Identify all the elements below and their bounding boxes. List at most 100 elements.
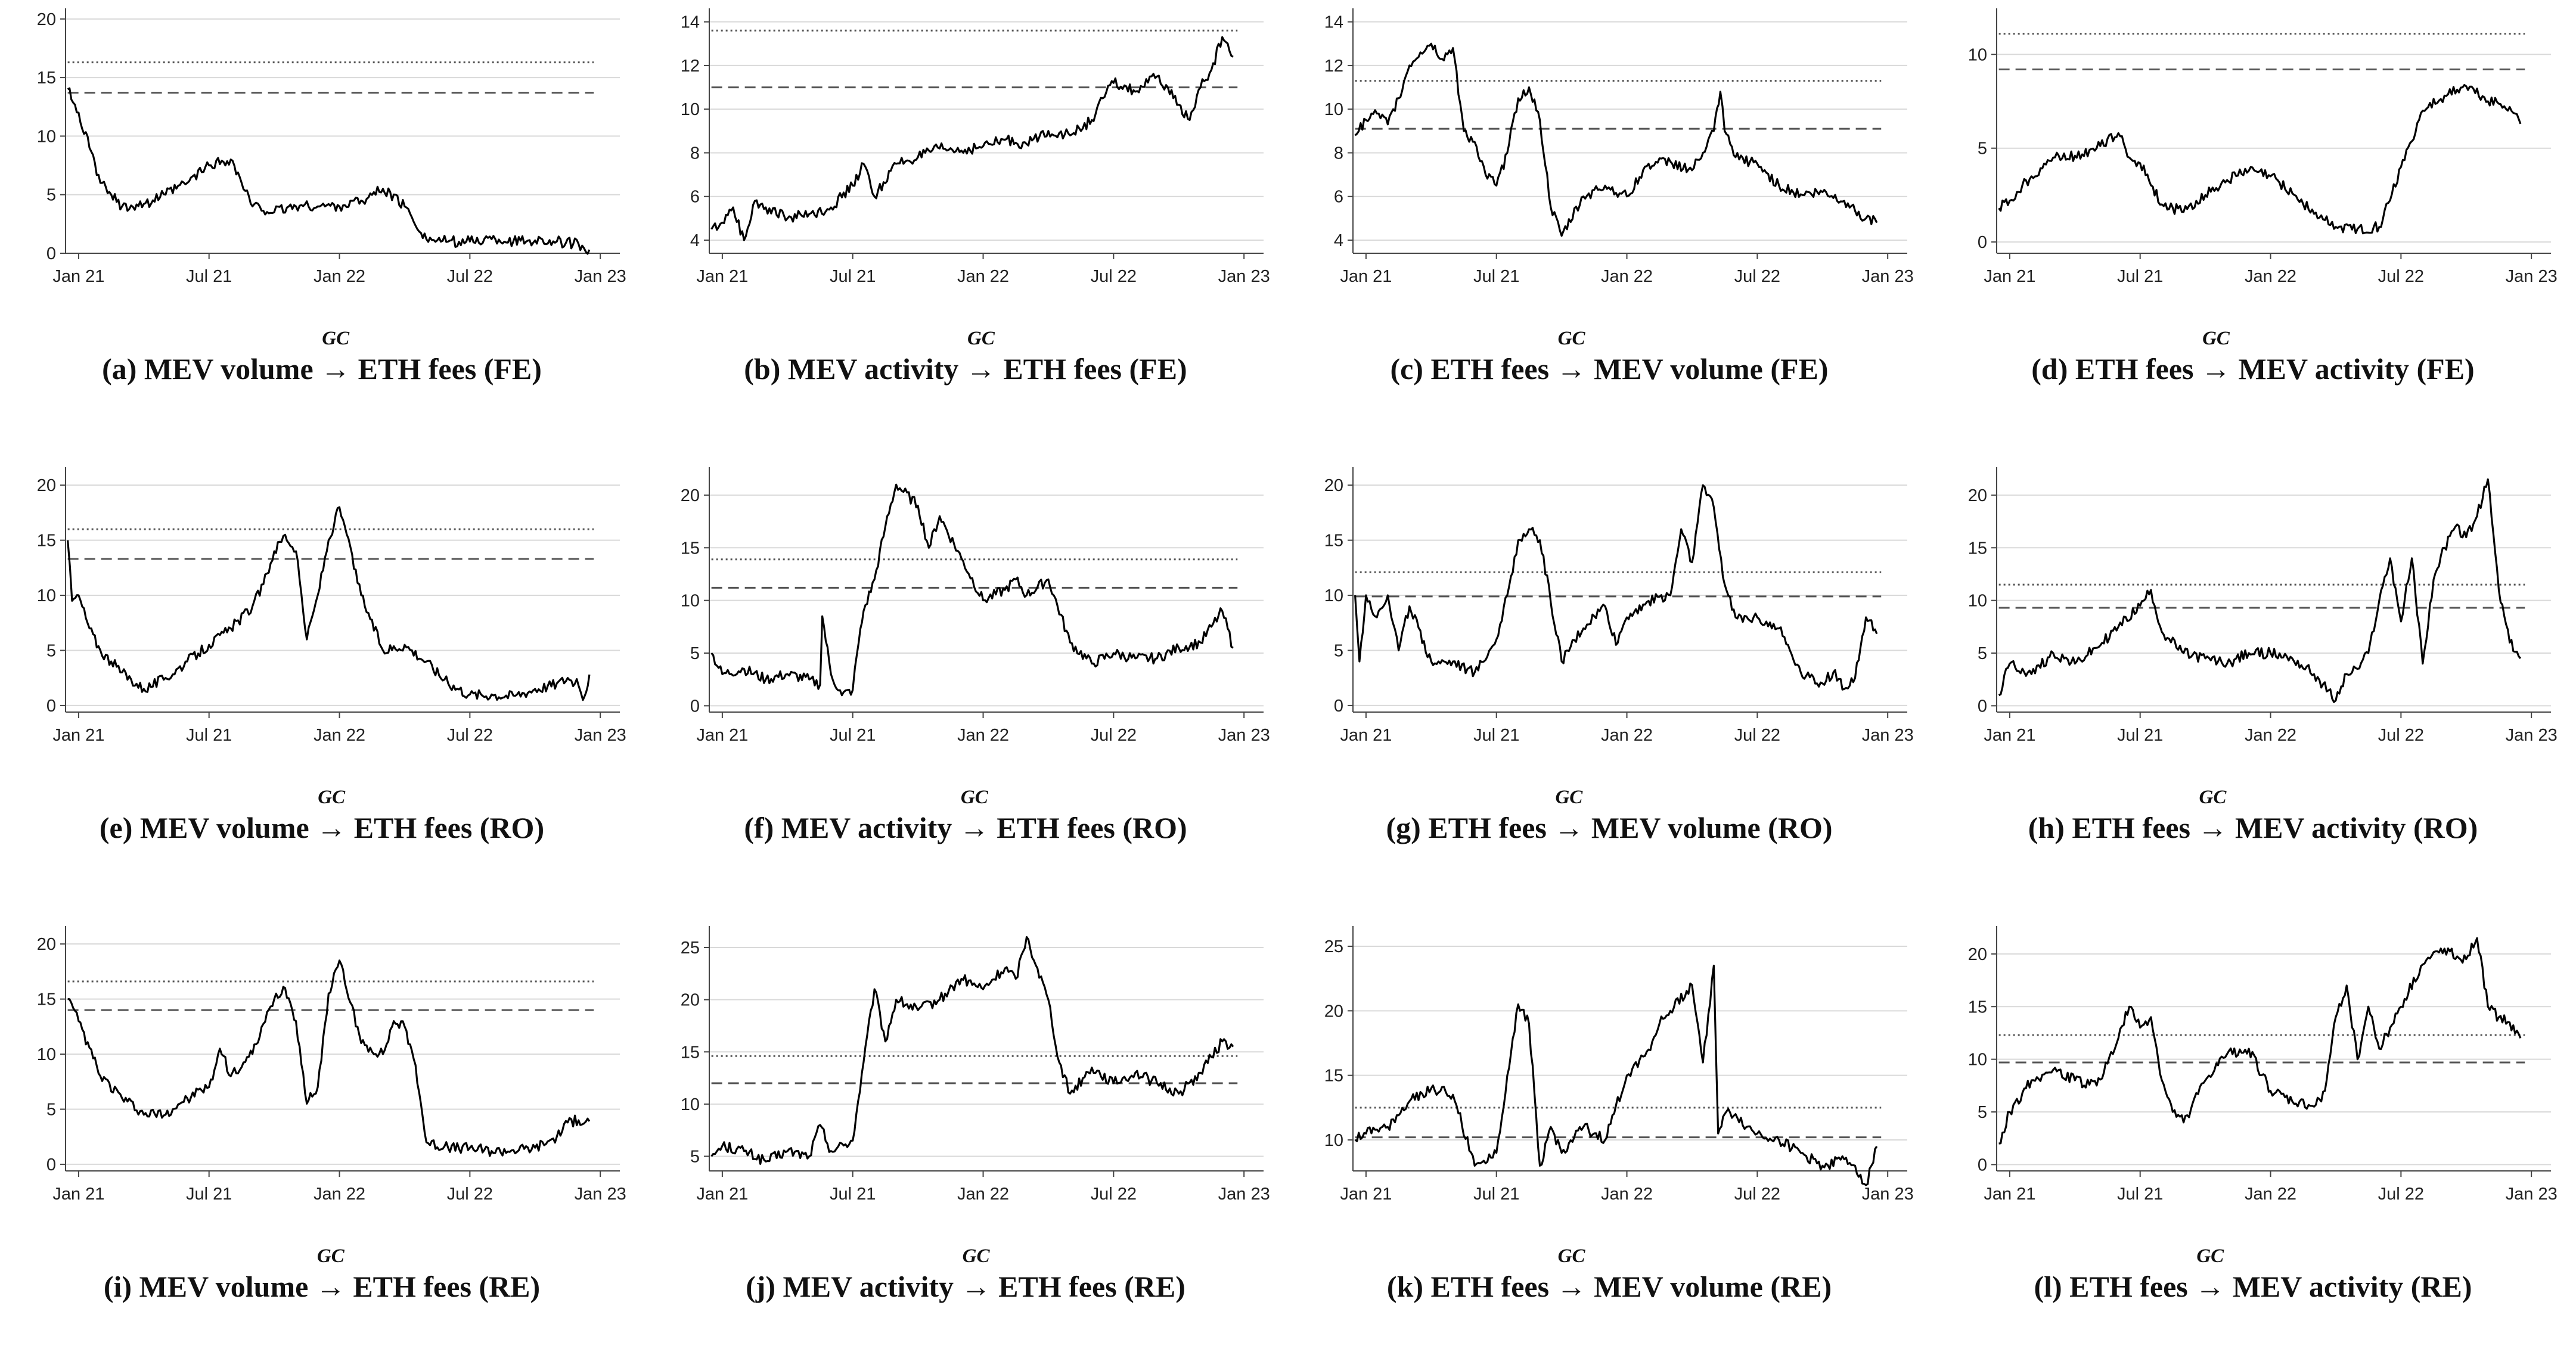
y-tick-label: 0 [1978, 697, 1987, 716]
x-tick-label: Jan 22 [1601, 726, 1653, 745]
caption-prefix: (h) ETH fees [2028, 811, 2198, 844]
panel-caption: (c) ETH fees GC → MEV volume (FE) [1287, 328, 1931, 386]
y-tick-label: 10 [681, 592, 700, 611]
panel-caption: (d) ETH fees GC → MEV activity (FE) [1931, 328, 2575, 386]
caption-suffix: ETH fees (RE) [991, 1270, 1185, 1303]
granger-causality-arrow: GC → [1557, 328, 1587, 386]
x-tick-label: Jul 22 [1091, 1185, 1137, 1204]
x-tick-label: Jan 21 [1984, 267, 2035, 286]
chart-svg-j: 5 10 15 20 25 Jan 21 Jul 21 Jan 22 Jul 22 Jan 23 [681, 926, 1270, 1204]
y-tick-label: 10 [37, 127, 56, 146]
gc-label: GC [967, 328, 995, 349]
y-tick-label: 10 [1324, 586, 1343, 605]
gc-label: GC [316, 1245, 344, 1267]
arrow-symbol: → [2201, 352, 2231, 386]
caption-suffix: MEV activity (FE) [2230, 352, 2475, 386]
panel-caption: (a) MEV volume GC → ETH fees (FE) [0, 328, 644, 386]
x-tick-label: Jan 23 [1862, 267, 1914, 286]
x-tick-label: Jul 21 [830, 267, 876, 286]
y-tick-label: 8 [1334, 144, 1343, 163]
granger-causality-arrow: GC → [316, 787, 346, 845]
arrow-symbol: → [2198, 811, 2228, 844]
series-line [67, 87, 591, 255]
arrow-symbol: → [961, 1270, 991, 1303]
series-line [710, 36, 1234, 241]
series-line [1998, 84, 2522, 235]
x-tick-label: Jan 22 [2245, 267, 2296, 286]
chart-panel-f: 0 5 10 15 20 Jan 21 Jul 21 Jan 22 Jul 22 Jan 23 (f… [644, 459, 1287, 902]
y-tick-label: 4 [690, 231, 700, 250]
x-tick-label: Jan 21 [696, 726, 748, 745]
y-tick-label: 12 [1324, 57, 1343, 76]
arrow-symbol: → [1554, 811, 1584, 844]
panel-caption: (e) MEV volume GC → ETH fees (RO) [0, 787, 644, 845]
y-tick-label: 20 [681, 486, 700, 505]
x-tick-label: Jan 22 [957, 1185, 1009, 1204]
y-tick-label: 12 [681, 57, 700, 76]
x-tick-label: Jan 21 [1340, 726, 1392, 745]
caption-suffix: ETH fees (FE) [350, 352, 542, 386]
caption-prefix: (l) ETH fees [2034, 1270, 2196, 1303]
x-tick-label: Jul 22 [2378, 1185, 2424, 1204]
x-tick-label: Jul 22 [1091, 726, 1137, 745]
gc-label: GC [1557, 1245, 1585, 1267]
y-tick-label: 20 [37, 10, 56, 29]
y-tick-label: 6 [1334, 188, 1343, 207]
x-tick-label: Jul 21 [1473, 1185, 1519, 1204]
granger-causality-arrow: GC → [966, 328, 996, 386]
gc-label: GC [2199, 787, 2227, 808]
chart-panel-l: 0 5 10 15 20 Jan 21 Jul 21 Jan 22 Jul 22 Jan 23 (l… [1931, 918, 2575, 1361]
x-tick-label: Jan 21 [696, 267, 748, 286]
x-tick-label: Jan 21 [52, 267, 104, 286]
arrow-symbol: → [315, 1270, 346, 1303]
chart-panel-g: 0 5 10 15 20 Jan 21 Jul 21 Jan 22 Jul 22 Jan 23 (g… [1287, 459, 1931, 902]
y-tick-label: 15 [1324, 1067, 1343, 1086]
chart-svg-d: 0 5 10 Jan 21 Jul 21 Jan 22 Jul 22 Jan 23 [1968, 8, 2558, 286]
chart-svg-l: 0 5 10 15 20 Jan 21 Jul 21 Jan 22 Jul 22 Jan 23 [1968, 926, 2558, 1204]
chart-panel-e: 0 5 10 15 20 Jan 21 Jul 21 Jan 22 Jul 22 Jan 23 (e… [0, 459, 644, 902]
x-tick-label: Jul 22 [1734, 1185, 1780, 1204]
panel-caption: (h) ETH fees GC → MEV activity (RO) [1931, 787, 2575, 845]
caption-prefix: (k) ETH fees [1386, 1270, 1557, 1303]
y-tick-label: 20 [37, 935, 56, 954]
panel-caption: (i) MEV volume GC → ETH fees (RE) [0, 1245, 644, 1304]
x-tick-label: Jan 23 [2506, 726, 2558, 745]
y-tick-label: 5 [690, 644, 700, 663]
x-tick-label: Jan 21 [52, 726, 104, 745]
caption-prefix: (g) ETH fees [1386, 811, 1554, 844]
caption-prefix: (e) MEV volume [99, 811, 317, 844]
panel-caption: (b) MEV activity GC → ETH fees (FE) [644, 328, 1287, 386]
x-tick-label: Jan 23 [1862, 1185, 1914, 1204]
gc-label: GC [1557, 328, 1585, 349]
y-tick-label: 14 [1324, 13, 1343, 32]
chart-svg-c: 4 6 8 10 12 14 Jan 21 Jul 21 Jan 22 Jul 22 Jan 23 [1324, 8, 1914, 286]
granger-causality-arrow: GC → [960, 787, 989, 845]
chart-panel-b: 4 6 8 10 12 14 Jan 21 Jul 21 Jan 22 Jul 22 Jan 23 (… [644, 0, 1287, 443]
x-tick-label: Jul 21 [2117, 726, 2163, 745]
x-tick-label: Jan 22 [957, 726, 1009, 745]
y-tick-label: 0 [46, 244, 56, 263]
caption-suffix: MEV volume (FE) [1586, 352, 1829, 386]
gc-label: GC [1555, 787, 1583, 808]
x-tick-label: Jul 22 [447, 1185, 493, 1204]
granger-causality-arrow: GC → [1557, 1245, 1587, 1304]
gc-label: GC [318, 787, 346, 808]
x-tick-label: Jan 23 [2506, 267, 2558, 286]
x-tick-label: Jan 21 [1984, 726, 2035, 745]
y-tick-label: 0 [46, 1155, 56, 1174]
x-tick-label: Jul 21 [2117, 267, 2163, 286]
chart-svg-b: 4 6 8 10 12 14 Jan 21 Jul 21 Jan 22 Jul 22 Jan 23 [681, 8, 1270, 286]
y-tick-label: 25 [1324, 937, 1343, 956]
gc-label: GC [962, 1245, 990, 1267]
x-tick-label: Jan 23 [1218, 267, 1270, 286]
y-tick-label: 5 [1978, 644, 1987, 663]
x-tick-label: Jan 21 [1340, 267, 1392, 286]
x-tick-label: Jul 22 [447, 726, 493, 745]
x-tick-label: Jan 23 [1218, 726, 1270, 745]
caption-suffix: MEV volume (RO) [1584, 811, 1833, 844]
x-tick-label: Jul 22 [2378, 726, 2424, 745]
x-tick-label: Jul 21 [2117, 1185, 2163, 1204]
series-line [1998, 937, 2522, 1145]
y-tick-label: 0 [1978, 233, 1987, 252]
y-tick-label: 0 [1978, 1155, 1987, 1174]
